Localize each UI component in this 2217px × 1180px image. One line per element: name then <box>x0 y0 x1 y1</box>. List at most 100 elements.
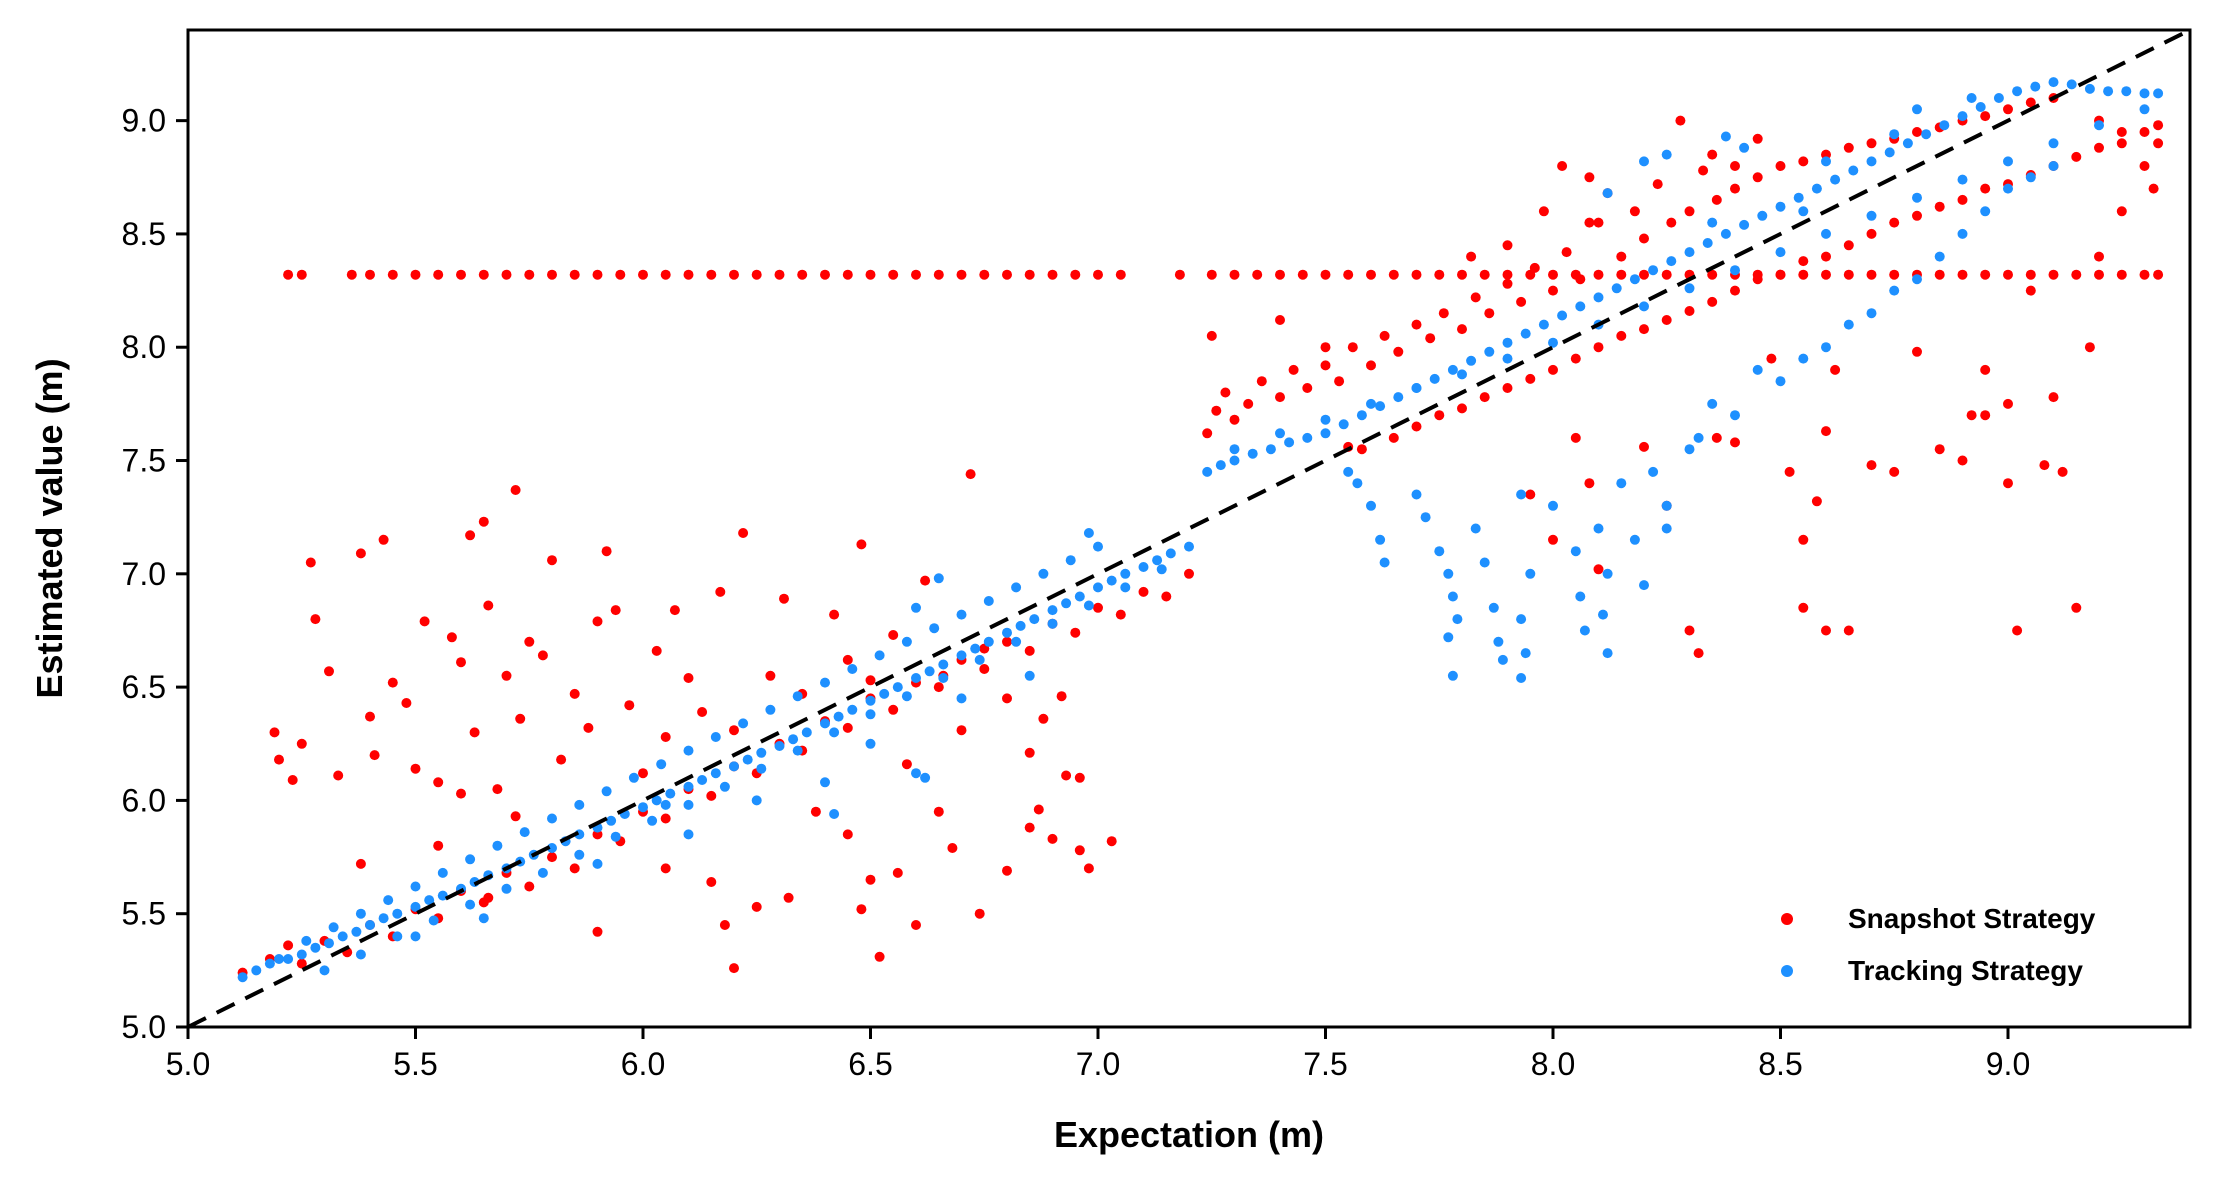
data-point <box>1466 251 1477 262</box>
data-point <box>792 745 803 756</box>
data-point <box>1074 772 1085 783</box>
data-point <box>492 840 503 851</box>
data-point <box>592 926 603 937</box>
data-point <box>1548 534 1558 545</box>
data-point <box>1206 269 1217 280</box>
data-point <box>865 695 876 706</box>
data-point <box>1152 555 1163 566</box>
data-point <box>301 935 312 946</box>
data-point <box>1980 364 1991 375</box>
data-point <box>683 673 694 683</box>
data-point <box>1752 364 1763 375</box>
data-point <box>683 269 694 280</box>
data-point <box>547 555 557 566</box>
y-tick-label: 5.5 <box>122 896 166 932</box>
data-point <box>1912 127 1922 137</box>
data-point <box>1866 156 1877 167</box>
data-point <box>1434 410 1445 421</box>
data-point <box>1661 500 1672 511</box>
data-point <box>1675 115 1686 126</box>
data-point <box>1648 265 1659 276</box>
data-point <box>1047 618 1058 629</box>
y-tick-label: 9.0 <box>122 103 166 139</box>
data-point <box>2025 269 2036 280</box>
data-point <box>1598 609 1608 620</box>
data-point <box>269 727 280 738</box>
data-point <box>1775 269 1786 280</box>
data-point <box>2153 269 2164 280</box>
data-point <box>1889 285 1900 296</box>
data-point <box>2139 104 2150 115</box>
data-point <box>2139 161 2150 171</box>
data-point <box>911 920 921 930</box>
data-point <box>1393 392 1404 403</box>
data-point <box>1029 614 1040 625</box>
data-point <box>515 713 526 724</box>
data-point <box>1083 863 1094 874</box>
data-point <box>1411 489 1422 500</box>
data-point <box>1957 111 1968 122</box>
data-point <box>911 269 921 280</box>
x-tick-label: 5.0 <box>166 1046 210 1082</box>
data-point <box>2139 269 2150 280</box>
data-point <box>892 867 903 878</box>
data-point <box>1033 804 1044 815</box>
data-point <box>1939 120 1950 131</box>
data-point <box>478 516 489 527</box>
data-point <box>1065 555 1076 566</box>
data-point <box>1707 149 1718 160</box>
data-point <box>1711 432 1722 443</box>
data-point <box>660 799 671 810</box>
data-point <box>1912 210 1922 221</box>
data-point <box>1902 138 1913 149</box>
data-point <box>1393 346 1404 357</box>
data-point <box>1793 192 1804 203</box>
data-point <box>1639 301 1649 312</box>
data-point <box>1602 188 1613 199</box>
data-point <box>1912 192 1922 203</box>
data-point <box>1320 342 1331 353</box>
data-point <box>1548 337 1558 348</box>
data-point <box>547 843 557 853</box>
data-point <box>1024 670 1035 681</box>
data-point <box>574 849 585 860</box>
data-point <box>810 806 821 817</box>
y-axis-label: Estimated value (m) <box>29 358 70 698</box>
data-point <box>965 469 976 480</box>
data-point <box>1447 670 1458 681</box>
data-point <box>524 269 535 280</box>
data-point <box>1684 283 1695 294</box>
data-point <box>779 593 789 604</box>
data-point <box>2148 183 2159 194</box>
data-point <box>842 269 853 280</box>
data-point <box>1934 269 1945 280</box>
data-point <box>2048 269 2059 280</box>
data-point <box>2116 127 2127 137</box>
data-point <box>424 895 435 906</box>
legend-marker-tracking <box>1781 965 1793 977</box>
data-point <box>2039 460 2050 471</box>
data-point <box>1202 428 1213 439</box>
data-point <box>901 759 912 770</box>
data-point <box>1525 489 1536 500</box>
data-point <box>1821 426 1831 437</box>
data-point <box>774 269 785 280</box>
data-point <box>1493 636 1504 647</box>
data-point <box>478 913 489 924</box>
data-point <box>428 915 439 926</box>
data-point <box>1438 308 1449 319</box>
data-point <box>1684 444 1695 455</box>
data-point <box>1275 269 1285 280</box>
data-point <box>1093 269 1103 280</box>
x-tick-label: 7.0 <box>1076 1046 1120 1082</box>
data-point <box>1484 346 1495 357</box>
data-point <box>792 691 803 702</box>
data-point <box>1138 586 1149 597</box>
data-point <box>1730 285 1740 296</box>
data-point <box>1602 568 1613 579</box>
data-point <box>274 754 284 765</box>
data-point <box>1884 147 1895 158</box>
data-point <box>2003 269 2013 280</box>
data-point <box>1502 337 1513 348</box>
